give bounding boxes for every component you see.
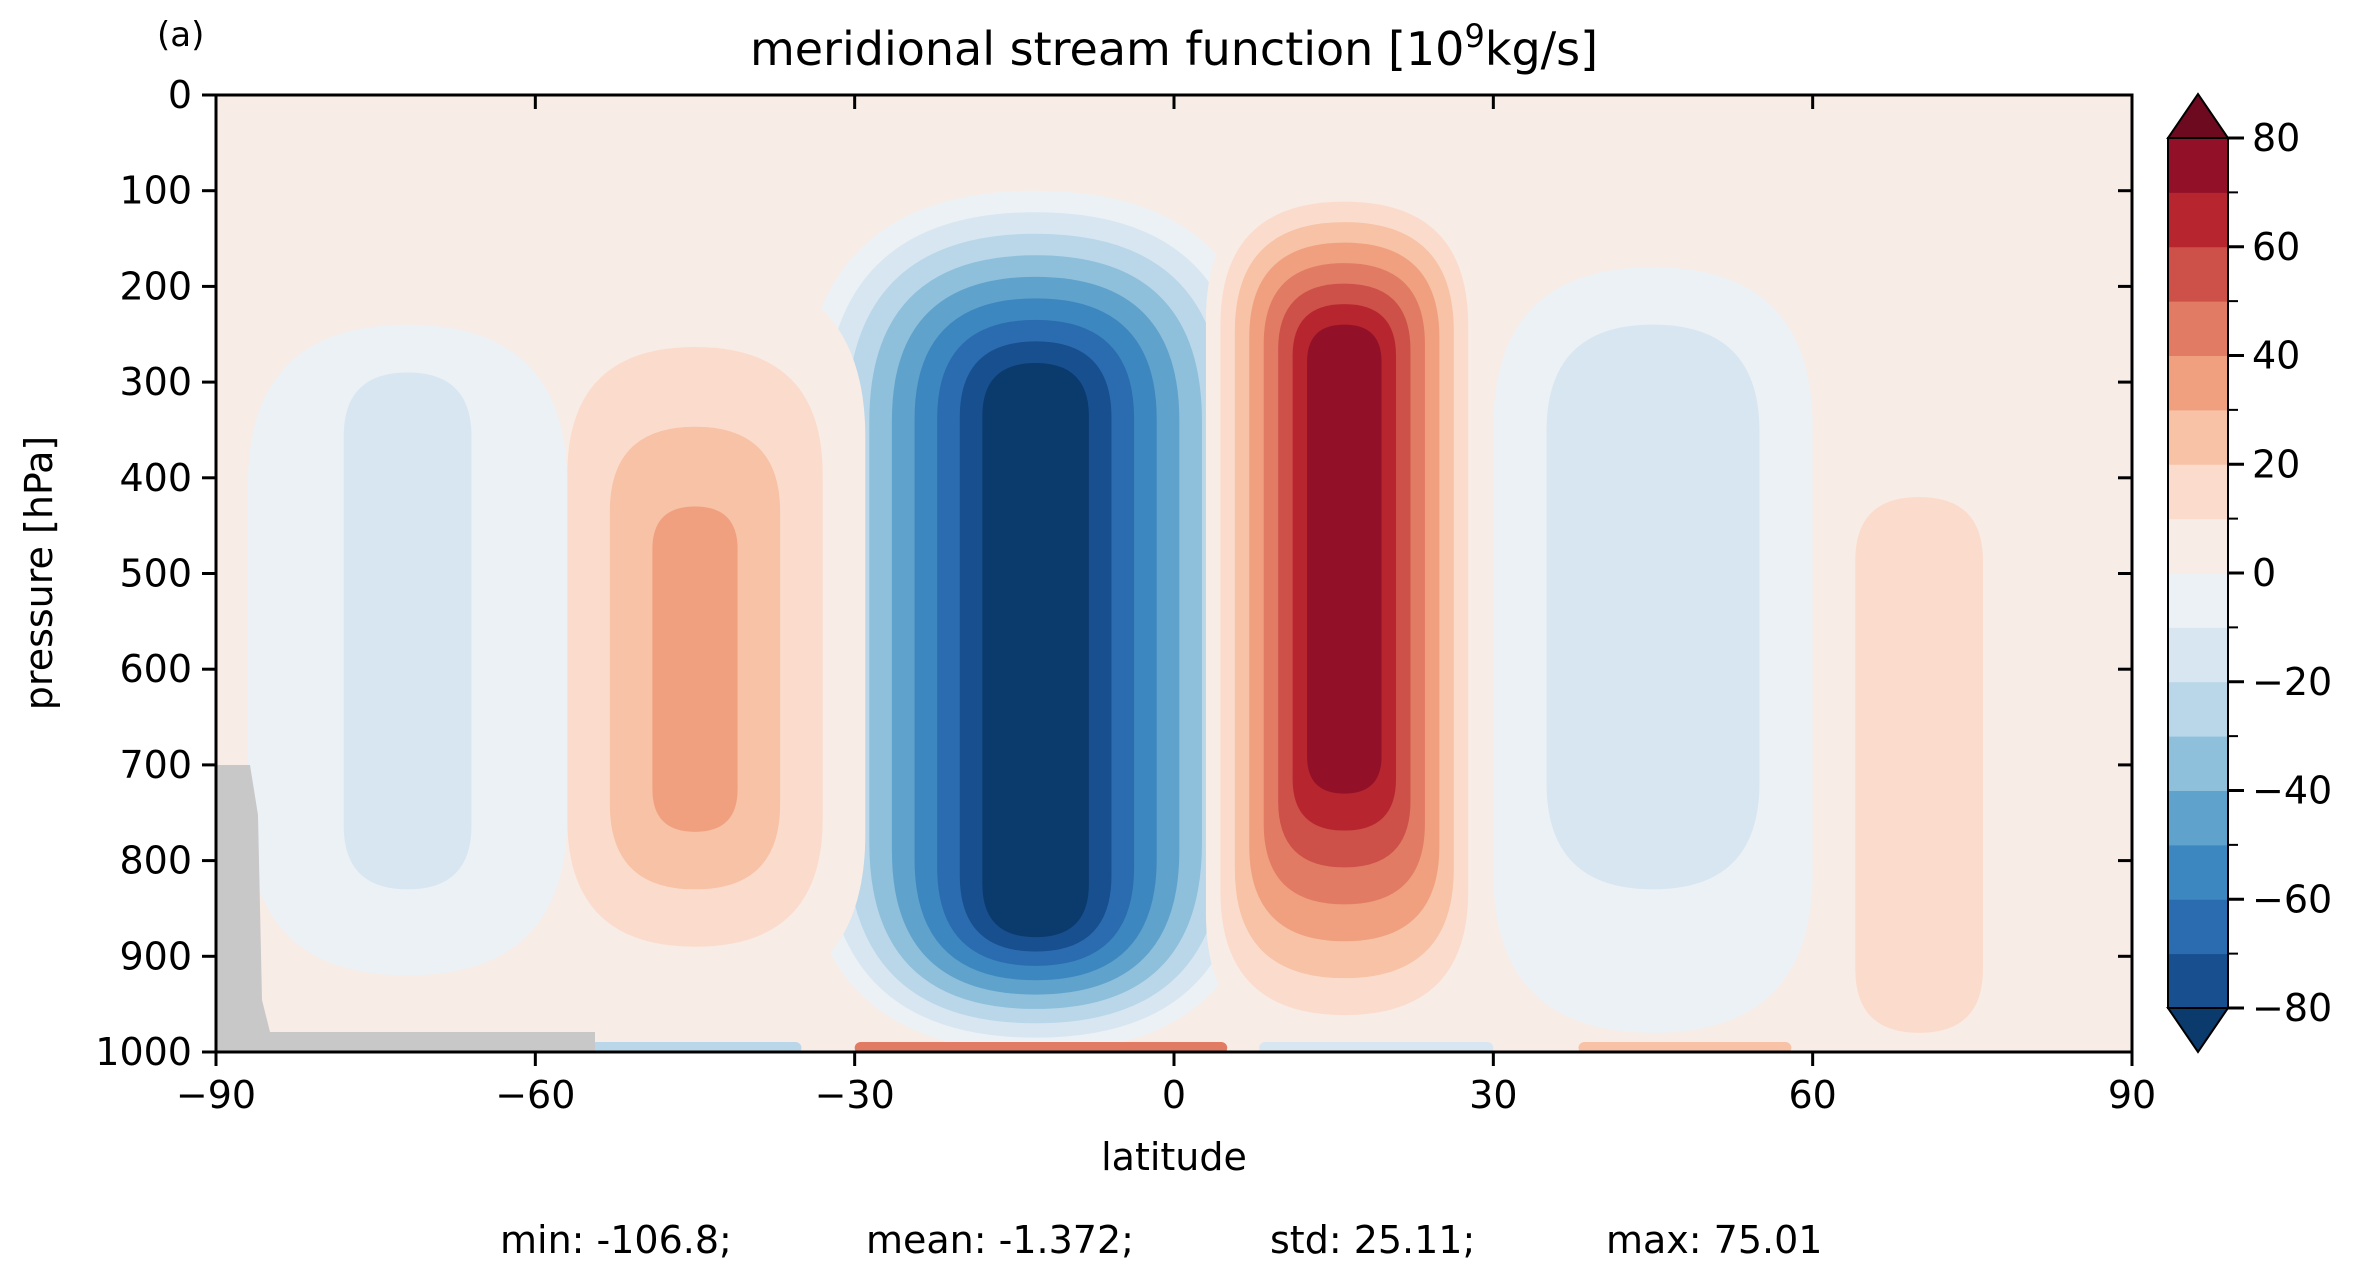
colorbar-segment bbox=[2168, 736, 2228, 791]
y-tick-label: 1000 bbox=[95, 1030, 192, 1074]
stats-line: min: -106.8; mean: -1.372; std: 25.11; m… bbox=[500, 1218, 1822, 1262]
topography-mask bbox=[216, 765, 595, 1052]
contour-cell-0-level-8 bbox=[982, 362, 1089, 938]
contour-cell-2-level-3 bbox=[652, 506, 738, 832]
x-tick-label: 90 bbox=[2108, 1073, 2156, 1117]
y-tick-label: 500 bbox=[119, 552, 192, 596]
title-exponent: 9 bbox=[1464, 17, 1484, 55]
y-tick-label: 700 bbox=[119, 743, 192, 787]
colorbar-extend-min bbox=[2166, 1007, 2230, 1054]
stat-min: min: -106.8; bbox=[500, 1218, 732, 1262]
colorbar: 80 60 40 20 0 −20 −40 −60 −80 bbox=[2166, 92, 2332, 1054]
contour-cell-5-level-1 bbox=[343, 372, 472, 890]
y-tick-label: 300 bbox=[119, 360, 192, 404]
colorbar-segment bbox=[2168, 301, 2228, 356]
colorbar-segment bbox=[2168, 464, 2228, 520]
x-tick-label: −60 bbox=[495, 1073, 575, 1117]
surface-band-3 bbox=[1578, 1042, 1792, 1052]
colorbar-segment bbox=[2168, 355, 2228, 411]
colorbar-segment bbox=[2168, 409, 2228, 465]
x-tick-label: −30 bbox=[815, 1073, 895, 1117]
surface-band-2 bbox=[1259, 1042, 1494, 1052]
x-tick-label: 60 bbox=[1788, 1073, 1836, 1117]
stat-std: std: 25.11; bbox=[1270, 1218, 1475, 1262]
colorbar-segment bbox=[2168, 790, 2228, 846]
stat-mean: mean: -1.372; bbox=[866, 1218, 1134, 1262]
colorbar-segment bbox=[2168, 573, 2228, 628]
colorbar-segment bbox=[2168, 844, 2228, 900]
contour-cell-1-level-7 bbox=[1307, 324, 1382, 794]
y-tick-label: 100 bbox=[119, 169, 192, 213]
contour-plot-area bbox=[216, 95, 2132, 1052]
stat-max: max: 75.01 bbox=[1606, 1218, 1822, 1262]
y-tick-label: 800 bbox=[119, 839, 192, 883]
y-axis: 0 100 200 300 400 500 600 700 800 900 1000 bbox=[95, 73, 2132, 1074]
surface-band-1 bbox=[854, 1042, 1228, 1052]
contour-cell-4-level-1 bbox=[1855, 496, 1983, 1033]
colorbar-segment bbox=[2168, 681, 2228, 737]
x-axis-label: latitude bbox=[1101, 1135, 1247, 1179]
colorbar-segment bbox=[2168, 899, 2228, 955]
x-tick-label: 0 bbox=[1162, 1073, 1186, 1117]
colorbar-tick-label: 20 bbox=[2252, 442, 2300, 486]
y-tick-label: 600 bbox=[119, 647, 192, 691]
colorbar-tick-label: 40 bbox=[2252, 334, 2300, 378]
colorbar-tick-label: 80 bbox=[2252, 116, 2300, 160]
x-axis: −90 −60 −30 0 30 60 90 bbox=[176, 95, 2156, 1117]
contour-fill-layer bbox=[247, 181, 2015, 1052]
colorbar-segment bbox=[2168, 953, 2228, 1009]
y-tick-label: 200 bbox=[119, 264, 192, 308]
y-axis-label: pressure [hPa] bbox=[17, 436, 61, 710]
colorbar-tick-label: 60 bbox=[2252, 225, 2300, 269]
panel-label: (a) bbox=[157, 15, 204, 55]
y-tick-label: 400 bbox=[119, 456, 192, 500]
colorbar-tick-label: −80 bbox=[2252, 986, 2332, 1030]
colorbar-segment bbox=[2168, 192, 2228, 248]
colorbar-tick-label: −40 bbox=[2252, 769, 2332, 813]
contour-cell-3-level-1 bbox=[1546, 324, 1760, 890]
colorbar-segment bbox=[2168, 138, 2228, 193]
surface-band-0 bbox=[588, 1042, 802, 1052]
title-suffix: kg/s] bbox=[1485, 22, 1598, 76]
y-tick-label: 0 bbox=[168, 73, 192, 117]
colorbar-extend-max bbox=[2166, 92, 2230, 139]
colorbar-segment bbox=[2168, 627, 2228, 683]
colorbar-tick-label: 0 bbox=[2252, 551, 2276, 595]
colorbar-tick-label: −60 bbox=[2252, 877, 2332, 921]
y-tick-label: 900 bbox=[119, 934, 192, 978]
x-tick-label: −90 bbox=[176, 1073, 256, 1117]
colorbar-segment bbox=[2168, 518, 2228, 574]
colorbar-segment bbox=[2168, 246, 2228, 302]
chart-title: meridional stream function [109kg/s] bbox=[750, 17, 1598, 76]
colorbar-tick-label: −20 bbox=[2252, 660, 2332, 704]
x-tick-label: 30 bbox=[1469, 1073, 1517, 1117]
